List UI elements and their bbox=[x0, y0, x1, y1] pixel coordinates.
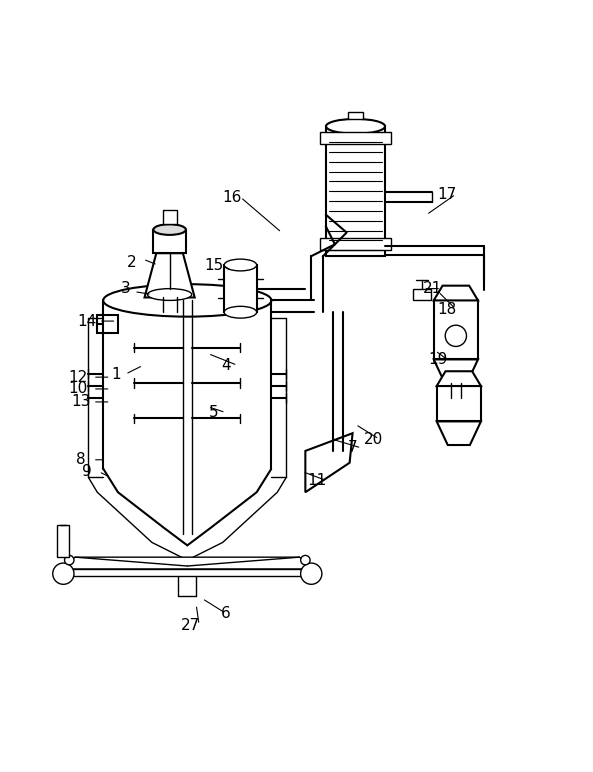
Text: 7: 7 bbox=[347, 441, 358, 455]
Circle shape bbox=[65, 555, 74, 565]
Circle shape bbox=[301, 555, 310, 565]
Bar bbox=[162, 209, 177, 225]
Text: 12: 12 bbox=[69, 370, 88, 384]
Text: 13: 13 bbox=[71, 394, 91, 409]
Bar bbox=[413, 289, 431, 300]
Bar bbox=[97, 315, 118, 333]
Text: 14: 14 bbox=[77, 313, 97, 329]
Polygon shape bbox=[433, 360, 478, 383]
Text: 5: 5 bbox=[209, 405, 219, 420]
Text: 6: 6 bbox=[221, 606, 231, 621]
Bar bbox=[224, 265, 257, 312]
Text: 3: 3 bbox=[120, 281, 130, 296]
Ellipse shape bbox=[103, 284, 272, 317]
Text: 27: 27 bbox=[181, 618, 200, 632]
Polygon shape bbox=[305, 433, 353, 493]
Text: 8: 8 bbox=[76, 452, 86, 467]
Circle shape bbox=[301, 563, 322, 584]
Polygon shape bbox=[58, 557, 317, 569]
Polygon shape bbox=[436, 422, 481, 445]
Polygon shape bbox=[436, 371, 481, 386]
Bar bbox=[58, 569, 317, 576]
Polygon shape bbox=[145, 253, 195, 297]
Text: 18: 18 bbox=[438, 302, 457, 317]
Text: 4: 4 bbox=[221, 358, 231, 373]
Text: 15: 15 bbox=[204, 258, 224, 273]
Text: 2: 2 bbox=[126, 255, 136, 269]
Text: 20: 20 bbox=[364, 432, 383, 447]
Bar bbox=[326, 127, 385, 256]
Bar bbox=[154, 229, 186, 253]
Text: 17: 17 bbox=[438, 187, 457, 201]
Ellipse shape bbox=[148, 289, 192, 300]
Polygon shape bbox=[433, 286, 478, 300]
Bar bbox=[349, 112, 362, 119]
Text: 21: 21 bbox=[423, 281, 442, 296]
Text: 10: 10 bbox=[69, 381, 88, 397]
Bar bbox=[433, 300, 478, 360]
Ellipse shape bbox=[224, 259, 257, 271]
Text: 19: 19 bbox=[429, 352, 448, 367]
Ellipse shape bbox=[326, 119, 385, 134]
Bar bbox=[58, 525, 69, 557]
Ellipse shape bbox=[154, 225, 186, 235]
Text: 1: 1 bbox=[111, 367, 122, 381]
Bar bbox=[320, 132, 391, 144]
Ellipse shape bbox=[224, 306, 257, 318]
Bar bbox=[436, 386, 481, 422]
Bar bbox=[320, 239, 391, 250]
Text: 16: 16 bbox=[222, 190, 241, 205]
Text: 9: 9 bbox=[82, 464, 92, 479]
Circle shape bbox=[53, 563, 74, 584]
Text: 11: 11 bbox=[308, 473, 327, 488]
